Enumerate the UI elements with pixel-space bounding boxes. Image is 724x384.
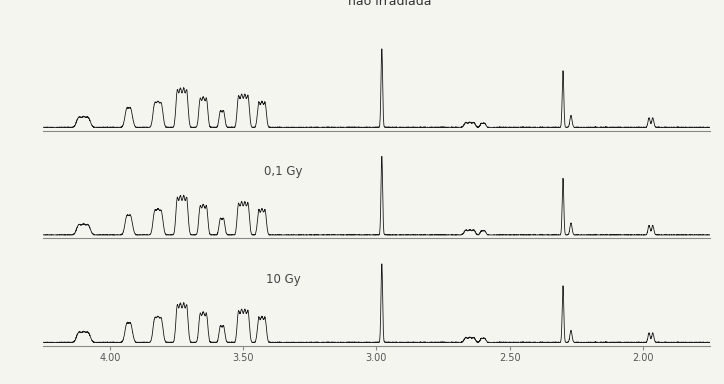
Text: 0,1 Gy: 0,1 Gy (264, 166, 303, 179)
Text: não irradiada: não irradiada (348, 0, 432, 8)
Text: 10 Gy: 10 Gy (266, 273, 300, 286)
